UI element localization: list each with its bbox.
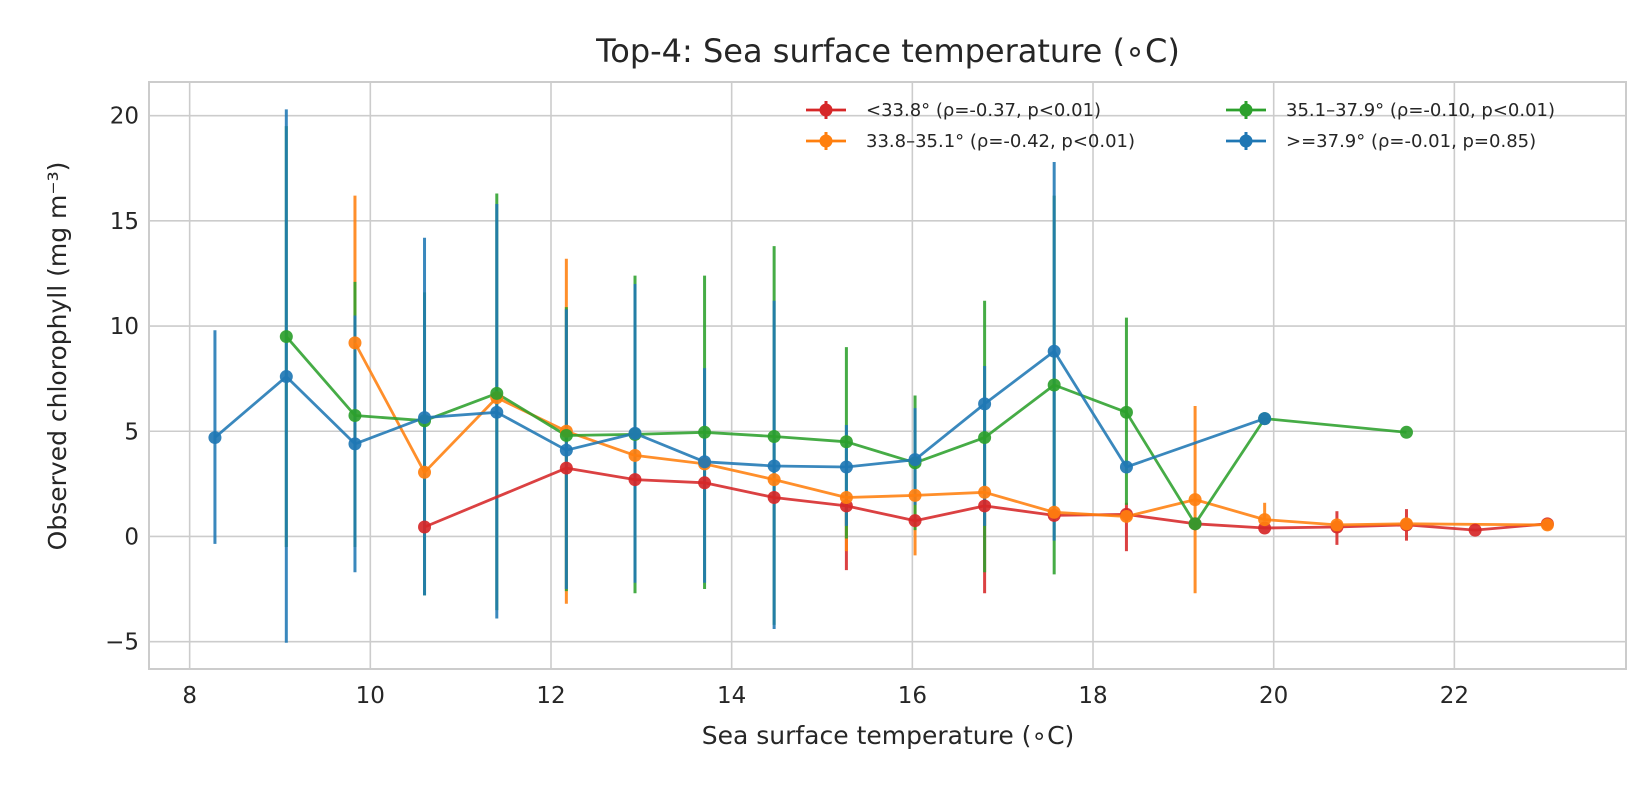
legend-marker xyxy=(1239,103,1253,117)
legend-entry-0: <33.8° (ρ=-0.37, p<0.01) xyxy=(806,100,1101,121)
x-tick-label: 18 xyxy=(1078,683,1107,709)
data-point xyxy=(1399,425,1413,439)
data-point xyxy=(1119,405,1133,419)
data-point xyxy=(628,426,642,440)
data-point xyxy=(767,491,781,505)
data-point xyxy=(559,461,573,475)
x-tick-labels: 8 10 12 14 16 18 20 22 xyxy=(182,683,1469,709)
data-point xyxy=(978,499,992,513)
data-points xyxy=(208,330,1554,537)
legend-entry-1: 33.8–35.1° (ρ=-0.42, p<0.01) xyxy=(806,131,1135,152)
data-point xyxy=(908,488,922,502)
chart-title: Top-4: Sea surface temperature (∘C) xyxy=(595,32,1180,70)
data-point xyxy=(978,485,992,499)
y-tick-label: 15 xyxy=(110,209,139,235)
data-point xyxy=(418,411,432,425)
data-point xyxy=(279,370,293,384)
data-point xyxy=(1047,378,1061,392)
plot-frame xyxy=(148,81,1627,670)
legend-marker xyxy=(819,134,833,148)
y-tick-label: 0 xyxy=(124,524,139,550)
data-point xyxy=(1188,493,1202,507)
data-point xyxy=(1258,412,1272,426)
data-point xyxy=(628,473,642,487)
x-tick-label: 22 xyxy=(1440,683,1469,709)
legend-entry-2: 35.1–37.9° (ρ=-0.10, p<0.01) xyxy=(1226,100,1555,121)
data-point xyxy=(418,465,432,479)
legend-label: <33.8° (ρ=-0.37, p<0.01) xyxy=(866,100,1101,121)
data-point xyxy=(348,437,362,451)
data-point xyxy=(978,397,992,411)
data-point xyxy=(698,425,712,439)
y-tick-labels: −5 0 5 10 15 20 xyxy=(105,104,139,656)
y-axis-label: Observed chlorophyll (mg m⁻³) xyxy=(43,162,72,551)
data-point xyxy=(208,431,222,445)
data-point xyxy=(839,460,853,474)
data-point xyxy=(490,405,504,419)
data-point xyxy=(1540,518,1554,532)
error-bars xyxy=(213,109,1408,643)
legend-marker xyxy=(819,103,833,117)
y-tick-label: 5 xyxy=(124,419,139,445)
data-point xyxy=(767,459,781,473)
data-point xyxy=(908,453,922,467)
data-point xyxy=(1399,517,1413,531)
data-point xyxy=(767,430,781,444)
y-tick-label: −5 xyxy=(105,630,139,656)
data-point xyxy=(1119,460,1133,474)
x-tick-label: 20 xyxy=(1259,683,1288,709)
data-point xyxy=(908,514,922,528)
data-point xyxy=(1119,509,1133,523)
y-tick-label: 20 xyxy=(110,104,139,130)
x-tick-label: 14 xyxy=(717,683,746,709)
data-point xyxy=(839,491,853,505)
legend: <33.8° (ρ=-0.37, p<0.01) 33.8–35.1° (ρ=-0… xyxy=(806,100,1555,152)
legend-label: 33.8–35.1° (ρ=-0.42, p<0.01) xyxy=(866,131,1135,152)
legend-entry-3: >=37.9° (ρ=-0.01, p=0.85) xyxy=(1226,131,1536,152)
data-point xyxy=(1047,505,1061,519)
x-tick-label: 8 xyxy=(182,683,197,709)
data-point xyxy=(559,443,573,457)
data-point xyxy=(1468,523,1482,537)
data-point xyxy=(1047,344,1061,358)
data-point xyxy=(348,336,362,350)
data-point xyxy=(698,476,712,490)
data-point xyxy=(279,330,293,344)
x-tick-label: 12 xyxy=(536,683,565,709)
legend-marker xyxy=(1239,134,1253,148)
data-point xyxy=(418,520,432,534)
x-axis-label: Sea surface temperature (∘C) xyxy=(702,721,1075,750)
x-tick-label: 16 xyxy=(898,683,927,709)
legend-label: >=37.9° (ρ=-0.01, p=0.85) xyxy=(1286,131,1536,152)
data-point xyxy=(978,431,992,445)
grid xyxy=(149,82,1626,669)
y-tick-label: 10 xyxy=(110,314,139,340)
data-point xyxy=(839,435,853,449)
data-point xyxy=(559,428,573,442)
series-2-line xyxy=(285,335,1407,526)
series-0-line xyxy=(423,466,1548,532)
legend-label: 35.1–37.9° (ρ=-0.10, p<0.01) xyxy=(1286,100,1555,121)
data-point xyxy=(1188,517,1202,531)
x-tick-label: 10 xyxy=(356,683,385,709)
data-point xyxy=(1330,518,1344,532)
series-3-points xyxy=(208,344,1272,474)
data-point xyxy=(698,455,712,469)
data-point xyxy=(348,408,362,422)
series-1-points xyxy=(348,336,1554,532)
data-point xyxy=(767,473,781,487)
data-point xyxy=(628,448,642,462)
data-point xyxy=(1258,513,1272,527)
data-point xyxy=(490,386,504,400)
